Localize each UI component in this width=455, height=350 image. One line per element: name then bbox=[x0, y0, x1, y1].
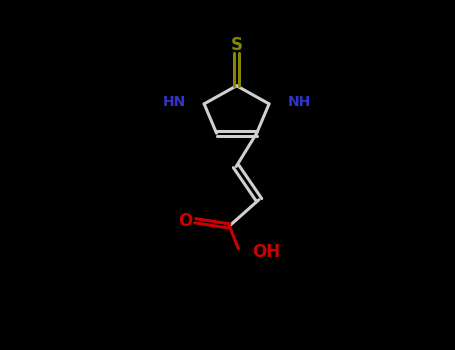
Text: HN: HN bbox=[163, 95, 186, 109]
Text: NH: NH bbox=[287, 95, 310, 109]
Text: OH: OH bbox=[252, 243, 280, 261]
Text: O: O bbox=[178, 212, 192, 230]
Text: S: S bbox=[231, 36, 243, 54]
